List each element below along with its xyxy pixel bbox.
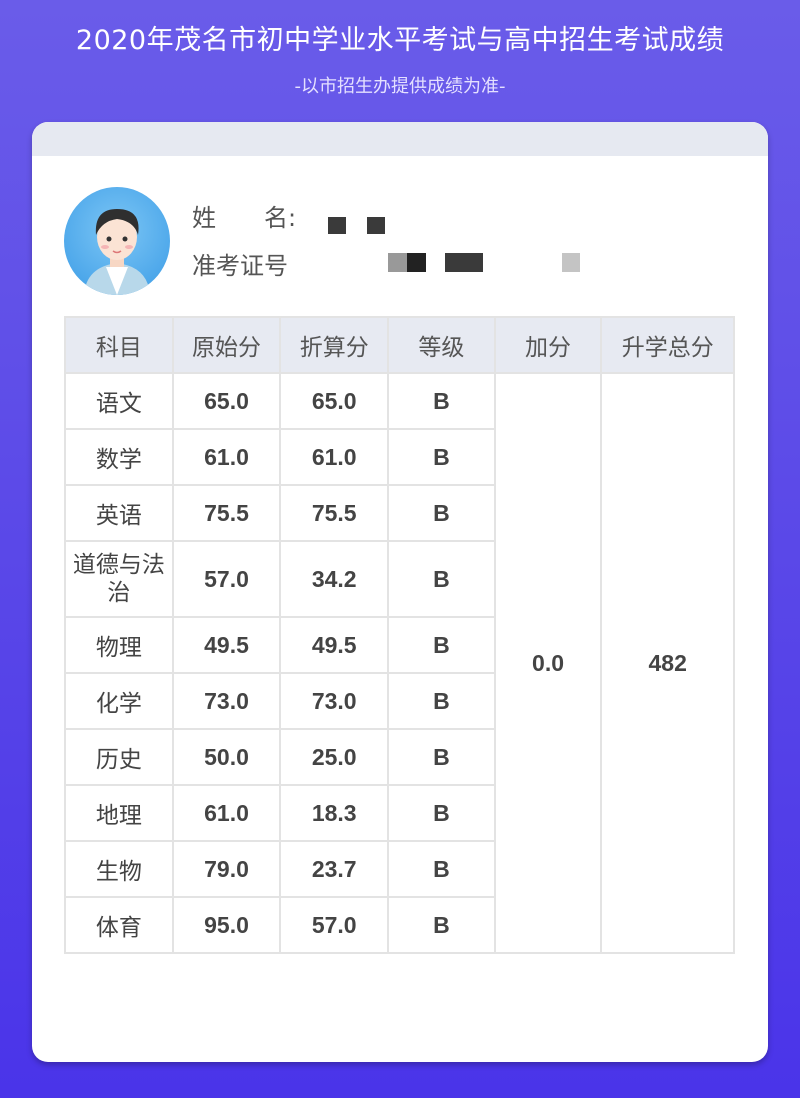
card-header-strip	[32, 122, 768, 156]
col-raw-score: 原始分	[171, 316, 282, 374]
grade-cell: B	[387, 428, 496, 486]
subject-cell: 地理	[64, 784, 174, 842]
subject-cell: 语文	[64, 372, 174, 430]
grade-cell: B	[387, 372, 496, 430]
table-row: 生物 79.0 23.7 B	[64, 840, 734, 898]
raw-score-cell: 75.5	[171, 484, 282, 542]
grade-cell: B	[387, 484, 496, 542]
converted-score-cell: 18.3	[279, 784, 390, 842]
grade-cell: B	[387, 840, 496, 898]
subject-cell: 英语	[64, 484, 174, 542]
raw-score-cell: 50.0	[171, 728, 282, 786]
converted-score-cell: 73.0	[279, 672, 390, 730]
table-row: 地理 61.0 18.3 B	[64, 784, 734, 842]
table-row: 道德与法治 57.0 34.2 B	[64, 540, 734, 618]
exam-id-redacted	[562, 253, 580, 272]
table-row: 英语 75.5 75.5 B	[64, 484, 734, 542]
col-total: 升学总分	[600, 316, 735, 374]
subject-cell: 历史	[64, 728, 174, 786]
col-bonus: 加分	[493, 316, 603, 374]
name-value-redacted	[328, 217, 346, 234]
col-grade: 等级	[387, 316, 496, 374]
converted-score-cell: 61.0	[279, 428, 390, 486]
col-subject: 科目	[64, 316, 174, 374]
total-score-cell: 482	[600, 372, 735, 954]
avatar	[64, 187, 170, 295]
subject-cell: 化学	[64, 672, 174, 730]
bonus-cell: 0.0	[493, 372, 603, 954]
exam-id-redacted	[388, 253, 426, 272]
converted-score-cell: 49.5	[279, 616, 390, 674]
raw-score-cell: 73.0	[171, 672, 282, 730]
raw-score-cell: 79.0	[171, 840, 282, 898]
page-title: 2020年茂名市初中学业水平考试与高中招生考试成绩	[75, 25, 725, 56]
subject-cell: 生物	[64, 840, 174, 898]
converted-score-cell: 23.7	[279, 840, 390, 898]
table-row: 物理 49.5 49.5 B	[64, 616, 734, 674]
table-row: 语文 65.0 65.0 B 0.0 482	[64, 372, 735, 954]
grade-cell: B	[387, 616, 496, 674]
converted-score-cell: 57.0	[279, 896, 390, 954]
table-row: 体育 95.0 57.0 B	[64, 896, 734, 954]
subject-cell: 数学	[64, 428, 174, 486]
name-value-redacted	[367, 217, 385, 234]
grade-cell: B	[387, 784, 496, 842]
exam-id-redacted	[445, 253, 483, 272]
table-row: 数学 61.0 61.0 B	[64, 428, 734, 486]
grade-cell: B	[387, 896, 496, 954]
grade-cell: B	[387, 728, 496, 786]
score-card: 姓 名: 准考证号 科目 原始分 折算分 等级 加分 升学总分 语文 65.0 65…	[32, 122, 768, 1062]
grade-cell: B	[387, 540, 496, 618]
score-table: 科目 原始分 折算分 等级 加分 升学总分 语文 65.0 65.0 B 0.0 482 数…	[64, 316, 735, 954]
converted-score-cell: 65.0	[279, 372, 390, 430]
raw-score-cell: 57.0	[171, 540, 282, 618]
exam-id-label: 准考证号	[192, 252, 288, 280]
subject-cell: 道德与法治	[64, 540, 174, 618]
subject-cell: 体育	[64, 896, 174, 954]
name-label: 姓 名:	[192, 204, 297, 232]
table-row: 化学 73.0 73.0 B	[64, 672, 734, 730]
converted-score-cell: 75.5	[279, 484, 390, 542]
raw-score-cell: 95.0	[171, 896, 282, 954]
grade-cell: B	[387, 672, 496, 730]
raw-score-cell: 49.5	[171, 616, 282, 674]
col-converted-score: 折算分	[279, 316, 390, 374]
raw-score-cell: 61.0	[171, 428, 282, 486]
raw-score-cell: 65.0	[171, 372, 282, 430]
converted-score-cell: 34.2	[279, 540, 390, 618]
table-row: 历史 50.0 25.0 B	[64, 728, 734, 786]
subject-cell: 物理	[64, 616, 174, 674]
raw-score-cell: 61.0	[171, 784, 282, 842]
converted-score-cell: 25.0	[279, 728, 390, 786]
student-avatar-icon	[84, 209, 150, 295]
table-header-row: 科目 原始分 折算分 等级 加分 升学总分	[64, 316, 735, 374]
page-subtitle: -以市招生办提供成绩为准-	[294, 76, 506, 97]
